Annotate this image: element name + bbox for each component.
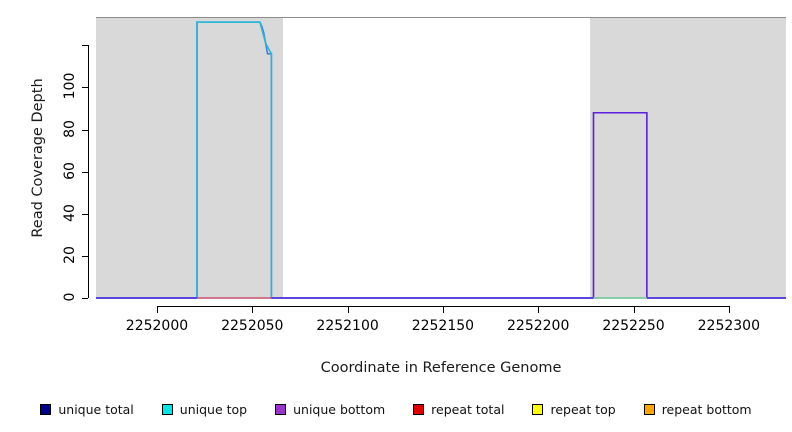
legend-item-repeat-total[interactable]: repeat total: [413, 402, 504, 417]
x-axis-tick-label: 2252100: [316, 318, 379, 334]
x-axis-tick: [633, 306, 635, 313]
legend-swatch-unique-top-icon: [161, 403, 173, 415]
legend-item-unique-top[interactable]: unique top: [161, 401, 248, 417]
x-axis-tick: [728, 306, 730, 313]
x-axis-tick: [347, 306, 349, 313]
x-axis-tick: [156, 306, 158, 313]
shaded-region-left: [96, 18, 283, 298]
legend-swatch-repeat-bottom-icon: [643, 403, 655, 415]
legend-item-repeat-top[interactable]: repeat top: [532, 401, 616, 417]
series-unique-bottom: [96, 111, 786, 299]
legend-swatch-unique-total-icon: [40, 403, 52, 415]
y-axis-tick: [82, 87, 88, 89]
x-axis-tick: [442, 306, 444, 313]
legend: unique total unique top unique bottom repea…: [0, 398, 792, 420]
series-unique-total: [96, 21, 786, 299]
x-axis-tick-label: 2252200: [507, 318, 570, 334]
x-axis-tick: [252, 306, 254, 313]
shaded-region-right: [589, 18, 786, 298]
x-axis-tick-label: 2252000: [125, 318, 189, 334]
y-axis-tick: [82, 45, 88, 47]
x-axis-tick-label: 2252250: [602, 318, 665, 334]
x-axis-title: Coordinate in Reference Genome: [320, 360, 562, 376]
legend-label: unique top: [179, 401, 248, 417]
series-unique-top: [96, 21, 786, 299]
y-axis-line: [88, 45, 89, 298]
y-axis-tick-label: 100: [62, 73, 78, 100]
x-axis-tick-label: 2252300: [697, 318, 760, 334]
y-axis-tick: [82, 298, 88, 299]
y-axis-tick: [82, 171, 88, 173]
legend-swatch-unique-bottom-icon: [275, 403, 287, 415]
legend-label: repeat bottom: [661, 401, 752, 417]
plot-panel: [96, 18, 786, 298]
legend-label: unique bottom: [293, 401, 386, 417]
x-axis-tick-label: 2252050: [221, 318, 284, 334]
x-axis-tick-label: 2252150: [411, 318, 475, 334]
x-axis-tick: [538, 306, 540, 313]
legend-item-unique-total[interactable]: unique total: [40, 401, 134, 417]
y-axis-tick: [82, 213, 88, 215]
legend-item-unique-bottom[interactable]: unique bottom: [275, 402, 385, 417]
y-axis-tick: [82, 129, 88, 131]
y-axis-tick: [82, 255, 88, 257]
legend-label: repeat total: [431, 401, 505, 417]
panel-top-rule: [96, 17, 786, 18]
legend-label: unique total: [58, 401, 134, 417]
legend-swatch-repeat-total-icon: [413, 403, 425, 415]
legend-swatch-repeat-top-icon: [532, 403, 544, 415]
legend-item-repeat-bottom[interactable]: repeat bottom: [643, 401, 752, 417]
legend-label: repeat top: [550, 401, 616, 417]
